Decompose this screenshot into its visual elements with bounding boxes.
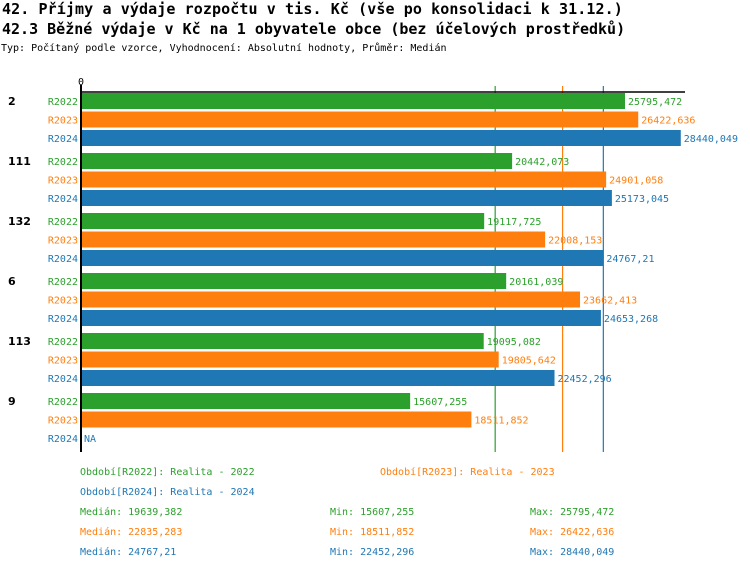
data-label: 18511,852 (474, 416, 528, 427)
bar-r2022 (82, 333, 484, 349)
category-label: 132 (8, 215, 31, 228)
category-label: 6 (8, 275, 16, 288)
category-label: 113 (8, 335, 31, 348)
series-label: R2023 (48, 296, 78, 307)
bar-r2023 (82, 231, 546, 248)
bar-r2024 (82, 310, 601, 326)
stat-min-r2024: Min: 22452,296 (330, 547, 415, 558)
legend-item-r2023: Období[R2023]: Realita - 2023 (380, 467, 555, 478)
data-label: 20161,039 (509, 277, 563, 288)
data-label: 24901,058 (609, 176, 663, 187)
series-label: R2024 (48, 434, 78, 445)
series-label: R2024 (48, 314, 78, 325)
category-label: 2 (8, 95, 16, 108)
bar-r2023 (82, 351, 499, 368)
series-label: R2023 (48, 356, 78, 367)
x-tick-label-0: 0 (78, 77, 84, 88)
bar-r2022 (82, 273, 507, 289)
series-label: R2022 (48, 157, 78, 168)
series-label: R2022 (48, 337, 78, 348)
bar-r2022 (82, 93, 626, 109)
data-label: NA (84, 434, 96, 445)
series-label: R2022 (48, 397, 78, 408)
stat-min-r2022: Min: 15607,255 (330, 507, 415, 518)
bar-r2023 (82, 111, 639, 128)
stat-min-r2023: Min: 18511,852 (330, 527, 415, 538)
data-label: 22008,153 (548, 236, 602, 247)
stat-median-r2024: Medián: 24767,21 (80, 547, 177, 558)
stat-median-r2022: Medián: 19639,382 (80, 507, 183, 518)
series-label: R2023 (48, 236, 78, 247)
series-label: R2022 (48, 97, 78, 108)
chart-subtitle: 42.3 Běžné výdaje v Kč na 1 obyvatele ob… (2, 20, 626, 38)
data-label: 20442,073 (515, 157, 569, 168)
bar-r2023 (82, 171, 607, 188)
bar-r2022 (82, 153, 513, 169)
bar-r2022 (82, 213, 485, 229)
chart-type-info: Typ: Počítaný podle vzorce, Vyhodnocení:… (1, 43, 447, 54)
data-label: 19095,082 (487, 337, 541, 348)
bar-r2024 (82, 370, 555, 386)
data-label: 24767,21 (606, 254, 654, 265)
data-label: 26422,636 (641, 116, 695, 127)
category-label: 9 (8, 395, 16, 408)
stat-max-r2024: Max: 28440,049 (530, 547, 615, 558)
bar-r2024 (82, 130, 681, 146)
data-label: 25795,472 (628, 97, 682, 108)
category-label: 111 (8, 155, 31, 168)
series-label: R2024 (48, 194, 78, 205)
data-label: 22452,296 (558, 374, 612, 385)
stat-max-r2023: Max: 26422,636 (530, 527, 615, 538)
data-label: 24653,268 (604, 314, 658, 325)
data-label: 28440,049 (684, 134, 738, 145)
series-label: R2023 (48, 176, 78, 187)
bar-r2023 (82, 291, 581, 308)
legend-item-r2024: Období[R2024]: Realita - 2024 (80, 487, 255, 498)
bar-r2024 (82, 250, 604, 266)
stat-median-r2023: Medián: 22835,283 (80, 527, 183, 538)
data-label: 19117,725 (487, 217, 541, 228)
series-label: R2024 (48, 134, 78, 145)
bar-r2023 (82, 411, 472, 428)
data-label: 23662,413 (583, 296, 637, 307)
stat-max-r2022: Max: 25795,472 (530, 507, 615, 518)
bar-r2022 (82, 393, 411, 409)
data-label: 19805,642 (502, 356, 556, 367)
chart-title: 42. Příjmy a výdaje rozpočtu v tis. Kč (… (2, 0, 623, 18)
series-label: R2024 (48, 254, 78, 265)
data-label: 15607,255 (413, 397, 467, 408)
bar-r2024 (82, 190, 612, 206)
data-label: 25173,045 (615, 194, 669, 205)
series-label: R2024 (48, 374, 78, 385)
series-label: R2022 (48, 277, 78, 288)
legend-item-r2022: Období[R2022]: Realita - 2022 (80, 467, 255, 478)
series-label: R2022 (48, 217, 78, 228)
series-label: R2023 (48, 116, 78, 127)
series-label: R2023 (48, 416, 78, 427)
